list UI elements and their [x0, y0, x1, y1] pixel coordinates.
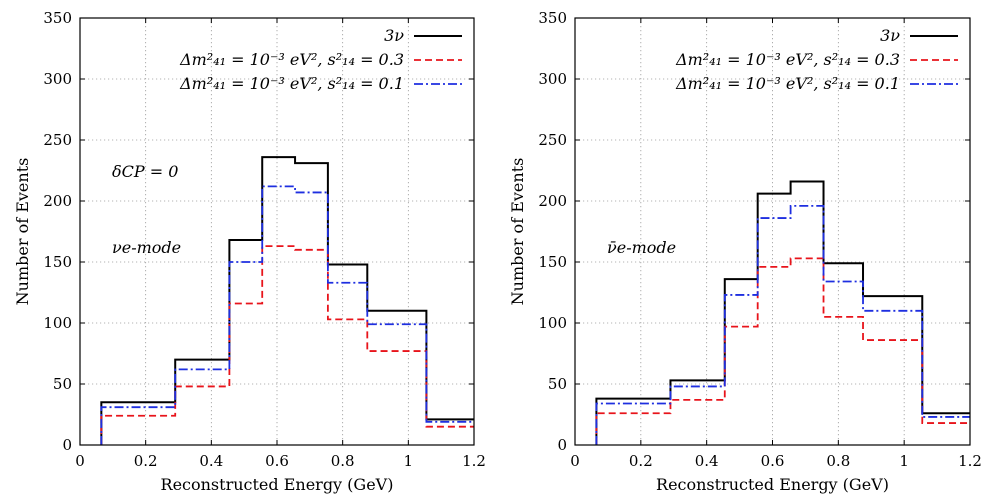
x-tick-label: 1	[404, 452, 414, 470]
series-line-1	[595, 180, 970, 445]
series-line-3	[100, 185, 474, 445]
x-tick-label: 0.2	[134, 452, 158, 470]
chart-panel-2: 0 0.2 0.4 0.6 0.8 1 1.2 0 50 100 150 200 250 300 350 Re…	[508, 9, 982, 494]
y-tick-label: 100	[43, 314, 72, 332]
series-line-2	[100, 245, 474, 445]
annotation-1: ν̄e-mode	[607, 238, 676, 257]
plot-frame	[79, 17, 475, 446]
series-line-3	[595, 204, 970, 445]
y-tick-label: 150	[538, 253, 567, 271]
x-tick-label: 0.8	[331, 452, 355, 470]
y-tick-label: 300	[538, 70, 567, 88]
x-tick-label: 0.6	[265, 452, 289, 470]
y-tick-label: 150	[43, 253, 72, 271]
legend-label-1: 3ν	[880, 26, 900, 45]
y-tick-label: 50	[53, 375, 72, 393]
legend-label-2: Δm²₄₁ = 10⁻³ eV², s²₁₄ = 0.3	[675, 50, 900, 69]
x-axis-label: Reconstructed Energy (GeV)	[656, 475, 889, 494]
x-tick-label: 0	[75, 452, 85, 470]
chart-panel-1: 0 0.2 0.4 0.6 0.8 1 1.2 0 50 100 150 200 250 300 350 Re…	[13, 9, 486, 494]
plot-frame	[574, 17, 971, 446]
y-tick-label: 300	[43, 70, 72, 88]
y-axis-label: Number of Events	[508, 158, 527, 306]
x-tick-label: 1.2	[958, 452, 982, 470]
x-tick-label: 0.4	[695, 452, 719, 470]
legend-label-3: Δm²₄₁ = 10⁻³ eV², s²₁₄ = 0.1	[179, 74, 404, 93]
x-tick-label: 0	[570, 452, 580, 470]
y-tick-label: 200	[43, 192, 72, 210]
y-tick-label: 350	[538, 9, 567, 27]
y-tick-label: 250	[538, 131, 567, 149]
y-tick-label: 100	[538, 314, 567, 332]
series-line-1	[100, 156, 474, 445]
y-tick-label: 200	[538, 192, 567, 210]
x-axis-label: Reconstructed Energy (GeV)	[161, 475, 394, 494]
annotation-1: δCP = 0	[112, 162, 178, 181]
x-tick-label: 0.8	[826, 452, 850, 470]
y-tick-label: 0	[557, 436, 567, 454]
legend-label-1: 3ν	[384, 26, 404, 45]
y-tick-label: 0	[62, 436, 72, 454]
x-tick-label: 1	[899, 452, 909, 470]
x-tick-label: 0.2	[629, 452, 653, 470]
legend-label-3: Δm²₄₁ = 10⁻³ eV², s²₁₄ = 0.1	[675, 74, 900, 93]
x-tick-label: 1.2	[462, 452, 486, 470]
x-tick-label: 0.4	[199, 452, 223, 470]
y-tick-label: 50	[548, 375, 567, 393]
y-tick-label: 350	[43, 9, 72, 27]
legend-label-2: Δm²₄₁ = 10⁻³ eV², s²₁₄ = 0.3	[179, 50, 404, 69]
annotation-2: νe-mode	[112, 238, 181, 257]
y-axis-label: Number of Events	[13, 158, 32, 306]
y-tick-label: 250	[43, 131, 72, 149]
series-line-2	[595, 257, 970, 445]
x-tick-label: 0.6	[761, 452, 785, 470]
